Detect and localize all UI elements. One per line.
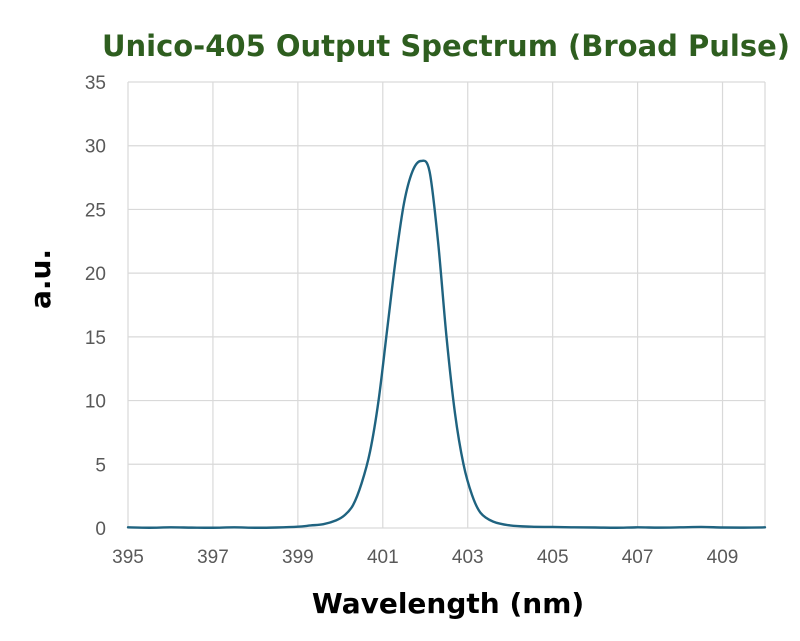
x-axis-ticks: 395 397 399 401 403 405 407 409 <box>112 547 738 568</box>
y-tick-label: 15 <box>85 328 106 349</box>
y-tick-label: 20 <box>85 264 106 285</box>
x-tick-label: 409 <box>707 547 739 568</box>
y-tick-label: 10 <box>85 392 106 413</box>
x-tick-label: 399 <box>282 547 314 568</box>
y-tick-label: 5 <box>95 455 106 476</box>
y-axis-ticks: 0 5 10 15 20 25 30 35 <box>85 73 106 540</box>
y-tick-label: 35 <box>85 73 106 94</box>
y-tick-label: 0 <box>95 519 106 540</box>
grid <box>127 81 766 529</box>
x-axis-title: Wavelength (nm) <box>312 587 584 620</box>
y-tick-label: 25 <box>85 200 106 221</box>
series-line <box>126 159 767 529</box>
x-tick-label: 405 <box>537 547 569 568</box>
x-tick-label: 403 <box>452 547 484 568</box>
x-tick-label: 407 <box>622 547 654 568</box>
x-tick-label: 401 <box>367 547 399 568</box>
x-tick-label: 395 <box>112 547 144 568</box>
y-tick-label: 30 <box>85 137 106 158</box>
chart-title: Unico-405 Output Spectrum (Broad Pulse) <box>102 29 790 63</box>
y-axis-title: a.u. <box>24 249 57 309</box>
x-tick-label: 397 <box>197 547 229 568</box>
